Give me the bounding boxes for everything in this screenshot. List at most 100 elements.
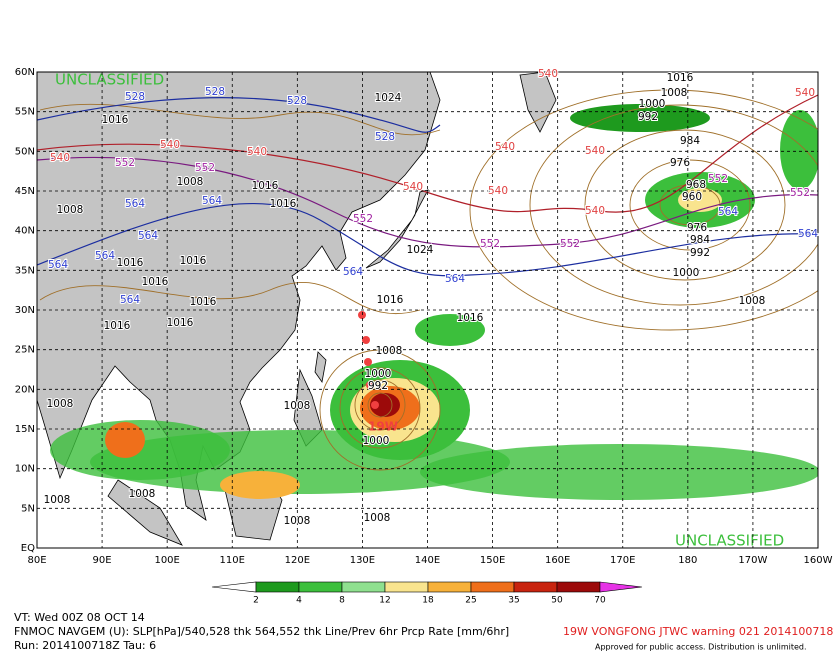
contour-label: 552 <box>115 157 135 169</box>
contour-label: 540 <box>795 87 815 99</box>
map-layer <box>37 72 818 546</box>
contour-label: 992 <box>690 247 710 259</box>
contour-label: 1016 <box>190 296 217 308</box>
colorbar-swatch <box>298 581 343 593</box>
valid-time: VT: Wed 00Z 08 OCT 14 <box>14 611 145 624</box>
storm-label: 19W <box>368 420 398 434</box>
contour-label: 1016 <box>377 294 404 306</box>
contour-label: 1000 <box>639 98 666 110</box>
lat-label: 40N <box>15 226 35 237</box>
contour-label: 1016 <box>117 257 144 269</box>
lon-label: 130E <box>350 555 375 566</box>
contour-label: 1008 <box>129 488 156 500</box>
contour-label: 1024 <box>407 244 434 256</box>
lat-label: 20N <box>15 384 35 395</box>
colorbar-tick-label: 18 <box>422 596 434 606</box>
run-time: Run: 2014100718Z Tau: 6 <box>14 639 156 652</box>
contour-label: 1016 <box>252 180 279 192</box>
contour-label: 992 <box>638 111 658 123</box>
colorbar-swatch <box>556 581 601 593</box>
contour-label: 564 <box>48 259 68 271</box>
colorbar-swatch <box>255 581 300 593</box>
lat-label: 30N <box>15 305 35 316</box>
watermark: UNCLASSIFIED <box>55 71 164 89</box>
storm-track <box>358 311 379 409</box>
colorbar-swatch <box>384 581 429 593</box>
watermark: UNCLASSIFIED <box>675 532 784 550</box>
contour-label: 528 <box>287 95 307 107</box>
contour-label: 1016 <box>667 72 694 84</box>
lat-label: 15N <box>15 424 35 435</box>
contour-label: 564 <box>138 230 158 242</box>
contour-label: 540 <box>488 185 508 197</box>
colorbar-tick-label: 8 <box>339 596 345 606</box>
lat-label: 10N <box>15 464 35 475</box>
contour-label: 540 <box>403 181 423 193</box>
contour-label: 564 <box>718 206 738 218</box>
contour-label: 960 <box>682 191 702 203</box>
precip <box>50 104 818 500</box>
contour-label: 552 <box>480 238 500 250</box>
thickness-528 <box>37 97 441 133</box>
colorbar-swatch <box>341 581 386 593</box>
contour-label: 540 <box>495 141 515 153</box>
colorbar-swatch <box>513 581 558 593</box>
colorbar-tick-label: 2 <box>253 596 259 606</box>
lat-label: 45N <box>15 186 35 197</box>
lat-label: 5N <box>21 503 35 514</box>
lon-label: 110E <box>220 555 245 566</box>
thickness-540 <box>37 94 818 213</box>
contour-label: 1016 <box>180 255 207 267</box>
contour-label: 552 <box>353 213 373 225</box>
contour-label: 976 <box>670 157 690 169</box>
contour-label: 1016 <box>104 320 131 332</box>
colorbar-swatch <box>427 581 472 593</box>
colorbar-swatch <box>470 581 515 593</box>
lon-label: 180 <box>678 555 697 566</box>
contour-label: 1008 <box>57 204 84 216</box>
land <box>37 72 557 546</box>
contour-label: 552 <box>560 238 580 250</box>
contour-label: 528 <box>375 131 395 143</box>
colorbar-tick-label: 70 <box>594 596 606 606</box>
contour-label: 1000 <box>673 267 700 279</box>
colorbar-tick-label: 35 <box>508 596 519 606</box>
lon-label: 170W <box>738 555 767 566</box>
lon-label: 170E <box>610 555 635 566</box>
model-description: FNMOC NAVGEM (U): SLP[hPa]/540,528 thk 5… <box>14 625 509 638</box>
contour-label: 540 <box>585 145 605 157</box>
lon-label: 100E <box>154 555 179 566</box>
lat-label: EQ <box>21 543 35 554</box>
contour-label: 552 <box>708 173 728 185</box>
colorbar-tick-label: 12 <box>379 596 390 606</box>
contour-label: 564 <box>343 266 363 278</box>
contour-label: 564 <box>95 250 115 262</box>
contour-label: 1024 <box>375 92 402 104</box>
contour-label: 564 <box>120 294 140 306</box>
contour-label: 984 <box>680 135 700 147</box>
contour-label: 564 <box>125 198 145 210</box>
contour-label: 1000 <box>365 368 392 380</box>
contour-label: 1008 <box>284 400 311 412</box>
isobars <box>39 89 818 471</box>
contour-label: 540 <box>538 68 558 80</box>
lon-label: 80E <box>27 555 46 566</box>
lon-label: 160W <box>804 555 833 566</box>
contour-label: 1016 <box>457 312 484 324</box>
contour-label: 564 <box>798 228 818 240</box>
thickness-552 <box>37 156 818 248</box>
approved-note: Approved for public access. Distribution… <box>595 643 807 652</box>
contour-label: 540 <box>160 139 180 151</box>
lat-label: 35N <box>15 265 35 276</box>
lon-label: 90E <box>93 555 112 566</box>
contour-label: 992 <box>368 380 388 392</box>
contour-label: 1008 <box>47 398 74 410</box>
contour-label: 1016 <box>142 276 169 288</box>
contour-label: 1008 <box>177 176 204 188</box>
contour-label: 1016 <box>102 114 129 126</box>
warning-text: 19W VONGFONG JTWC warning 021 2014100718 <box>563 625 833 638</box>
lon-label: 160E <box>545 555 570 566</box>
contour-label: 552 <box>195 162 215 174</box>
contour-label: 1000 <box>363 435 390 447</box>
